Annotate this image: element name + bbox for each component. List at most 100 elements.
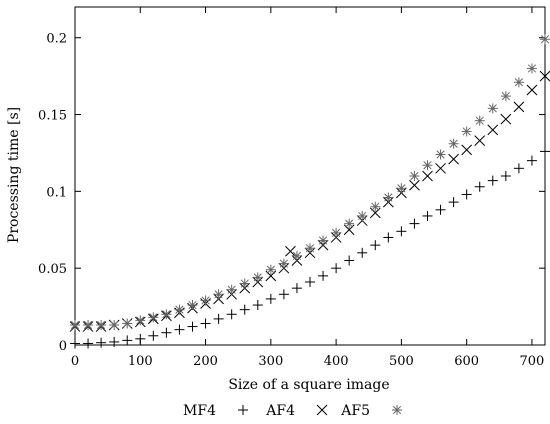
y-tick-label: 0.1: [46, 185, 67, 200]
data-point-mf4: [396, 226, 407, 237]
data-point-mf4: [435, 204, 446, 215]
data-point-mf4: [540, 146, 550, 157]
data-marks: [69, 34, 550, 349]
data-point-af5: [213, 289, 224, 300]
series-af4: [69, 70, 550, 332]
data-point-af5: [70, 320, 80, 331]
legend: MF4 AF4 AF5: [183, 403, 402, 419]
legend-marker-mf4: [238, 405, 248, 415]
x-axis-label: Size of a square image: [228, 377, 389, 393]
plot-frame: [74, 6, 546, 346]
data-point-af5: [135, 315, 146, 326]
data-point-mf4: [513, 163, 524, 174]
data-point-mf4: [135, 333, 146, 344]
data-point-mf4: [70, 338, 80, 349]
data-point-mf4: [357, 247, 368, 258]
x-tick-label: 200: [193, 354, 218, 369]
legend-label-af5: AF5: [340, 403, 370, 419]
data-point-af5: [252, 272, 263, 283]
x-tick-label: 0: [71, 354, 79, 369]
data-point-af4: [285, 245, 296, 257]
data-point-af5: [96, 320, 107, 331]
data-point-af4: [539, 70, 550, 82]
data-point-af5: [148, 312, 159, 323]
data-point-af5: [383, 192, 394, 203]
data-point-af5: [357, 210, 368, 221]
data-point-mf4: [239, 304, 250, 315]
data-point-af5: [226, 284, 237, 295]
y-tick-label: 0.2: [46, 32, 67, 47]
data-point-mf4: [278, 289, 289, 300]
data-point-mf4: [383, 232, 394, 243]
data-point-mf4: [291, 283, 302, 294]
data-point-af5: [278, 258, 289, 269]
data-point-af5: [161, 309, 172, 320]
data-point-af5: [409, 171, 420, 181]
data-point-mf4: [487, 175, 498, 186]
data-point-af5: [305, 243, 315, 254]
data-point-mf4: [305, 277, 315, 288]
data-point-mf4: [252, 300, 263, 311]
data-point-af5: [396, 183, 407, 194]
data-point-af5: [513, 77, 524, 88]
legend-label-mf4: MF4: [183, 403, 216, 419]
data-point-mf4: [474, 181, 485, 192]
y-tick-label: 0: [59, 339, 67, 354]
data-point-mf4: [96, 337, 107, 348]
data-point-af4: [422, 170, 433, 182]
data-point-af5: [291, 250, 302, 261]
x-tick-label: 600: [454, 354, 479, 369]
data-point-af4: [474, 135, 486, 147]
data-point-af5: [187, 300, 198, 311]
data-point-mf4: [83, 338, 94, 349]
data-point-mf4: [265, 293, 276, 304]
data-point-mf4: [109, 336, 120, 347]
data-point-mf4: [370, 240, 381, 251]
data-point-af4: [448, 153, 459, 165]
data-point-mf4: [526, 155, 537, 166]
data-point-mf4: [226, 309, 237, 320]
legend-label-af4: AF4: [265, 403, 295, 419]
data-point-mf4: [174, 324, 185, 335]
data-point-mf4: [422, 210, 433, 221]
data-point-mf4: [122, 335, 133, 346]
data-point-af5: [200, 295, 211, 306]
data-point-af5: [526, 63, 537, 74]
data-point-af4: [526, 84, 538, 96]
x-tick-label: 500: [389, 354, 414, 369]
data-point-af4: [500, 113, 512, 125]
x-tick-label: 700: [520, 354, 545, 369]
data-point-af5: [500, 91, 511, 102]
data-point-af5: [331, 227, 342, 238]
series-mf4: [70, 146, 550, 349]
y-axis-label: Processing time [s]: [6, 107, 22, 243]
y-tick-label: 0.05: [38, 262, 67, 277]
data-point-af4: [409, 179, 420, 191]
x-tick-label: 400: [324, 354, 349, 369]
data-point-mf4: [200, 318, 211, 329]
data-point-af4: [487, 124, 499, 136]
data-point-af5: [239, 278, 250, 289]
data-point-af5: [344, 218, 355, 229]
data-point-mf4: [148, 330, 159, 341]
data-point-af5: [109, 320, 120, 331]
data-point-mf4: [448, 197, 459, 208]
legend-marker-af4: [316, 404, 328, 416]
data-point-af5: [474, 115, 485, 126]
data-point-mf4: [344, 255, 355, 266]
data-point-mf4: [461, 189, 472, 200]
data-point-af5: [435, 149, 446, 160]
data-point-af4: [435, 162, 446, 174]
data-point-af5: [422, 160, 433, 171]
data-point-mf4: [331, 263, 342, 274]
y-tick-label: 0.15: [38, 109, 67, 124]
x-tick-label: 300: [258, 354, 283, 369]
data-point-af5: [370, 201, 381, 212]
data-point-af5: [540, 34, 550, 45]
x-tick-label: 100: [128, 354, 153, 369]
data-point-af5: [318, 235, 329, 246]
data-point-af5: [448, 138, 459, 149]
data-point-mf4: [318, 270, 329, 281]
data-point-mf4: [187, 321, 198, 332]
